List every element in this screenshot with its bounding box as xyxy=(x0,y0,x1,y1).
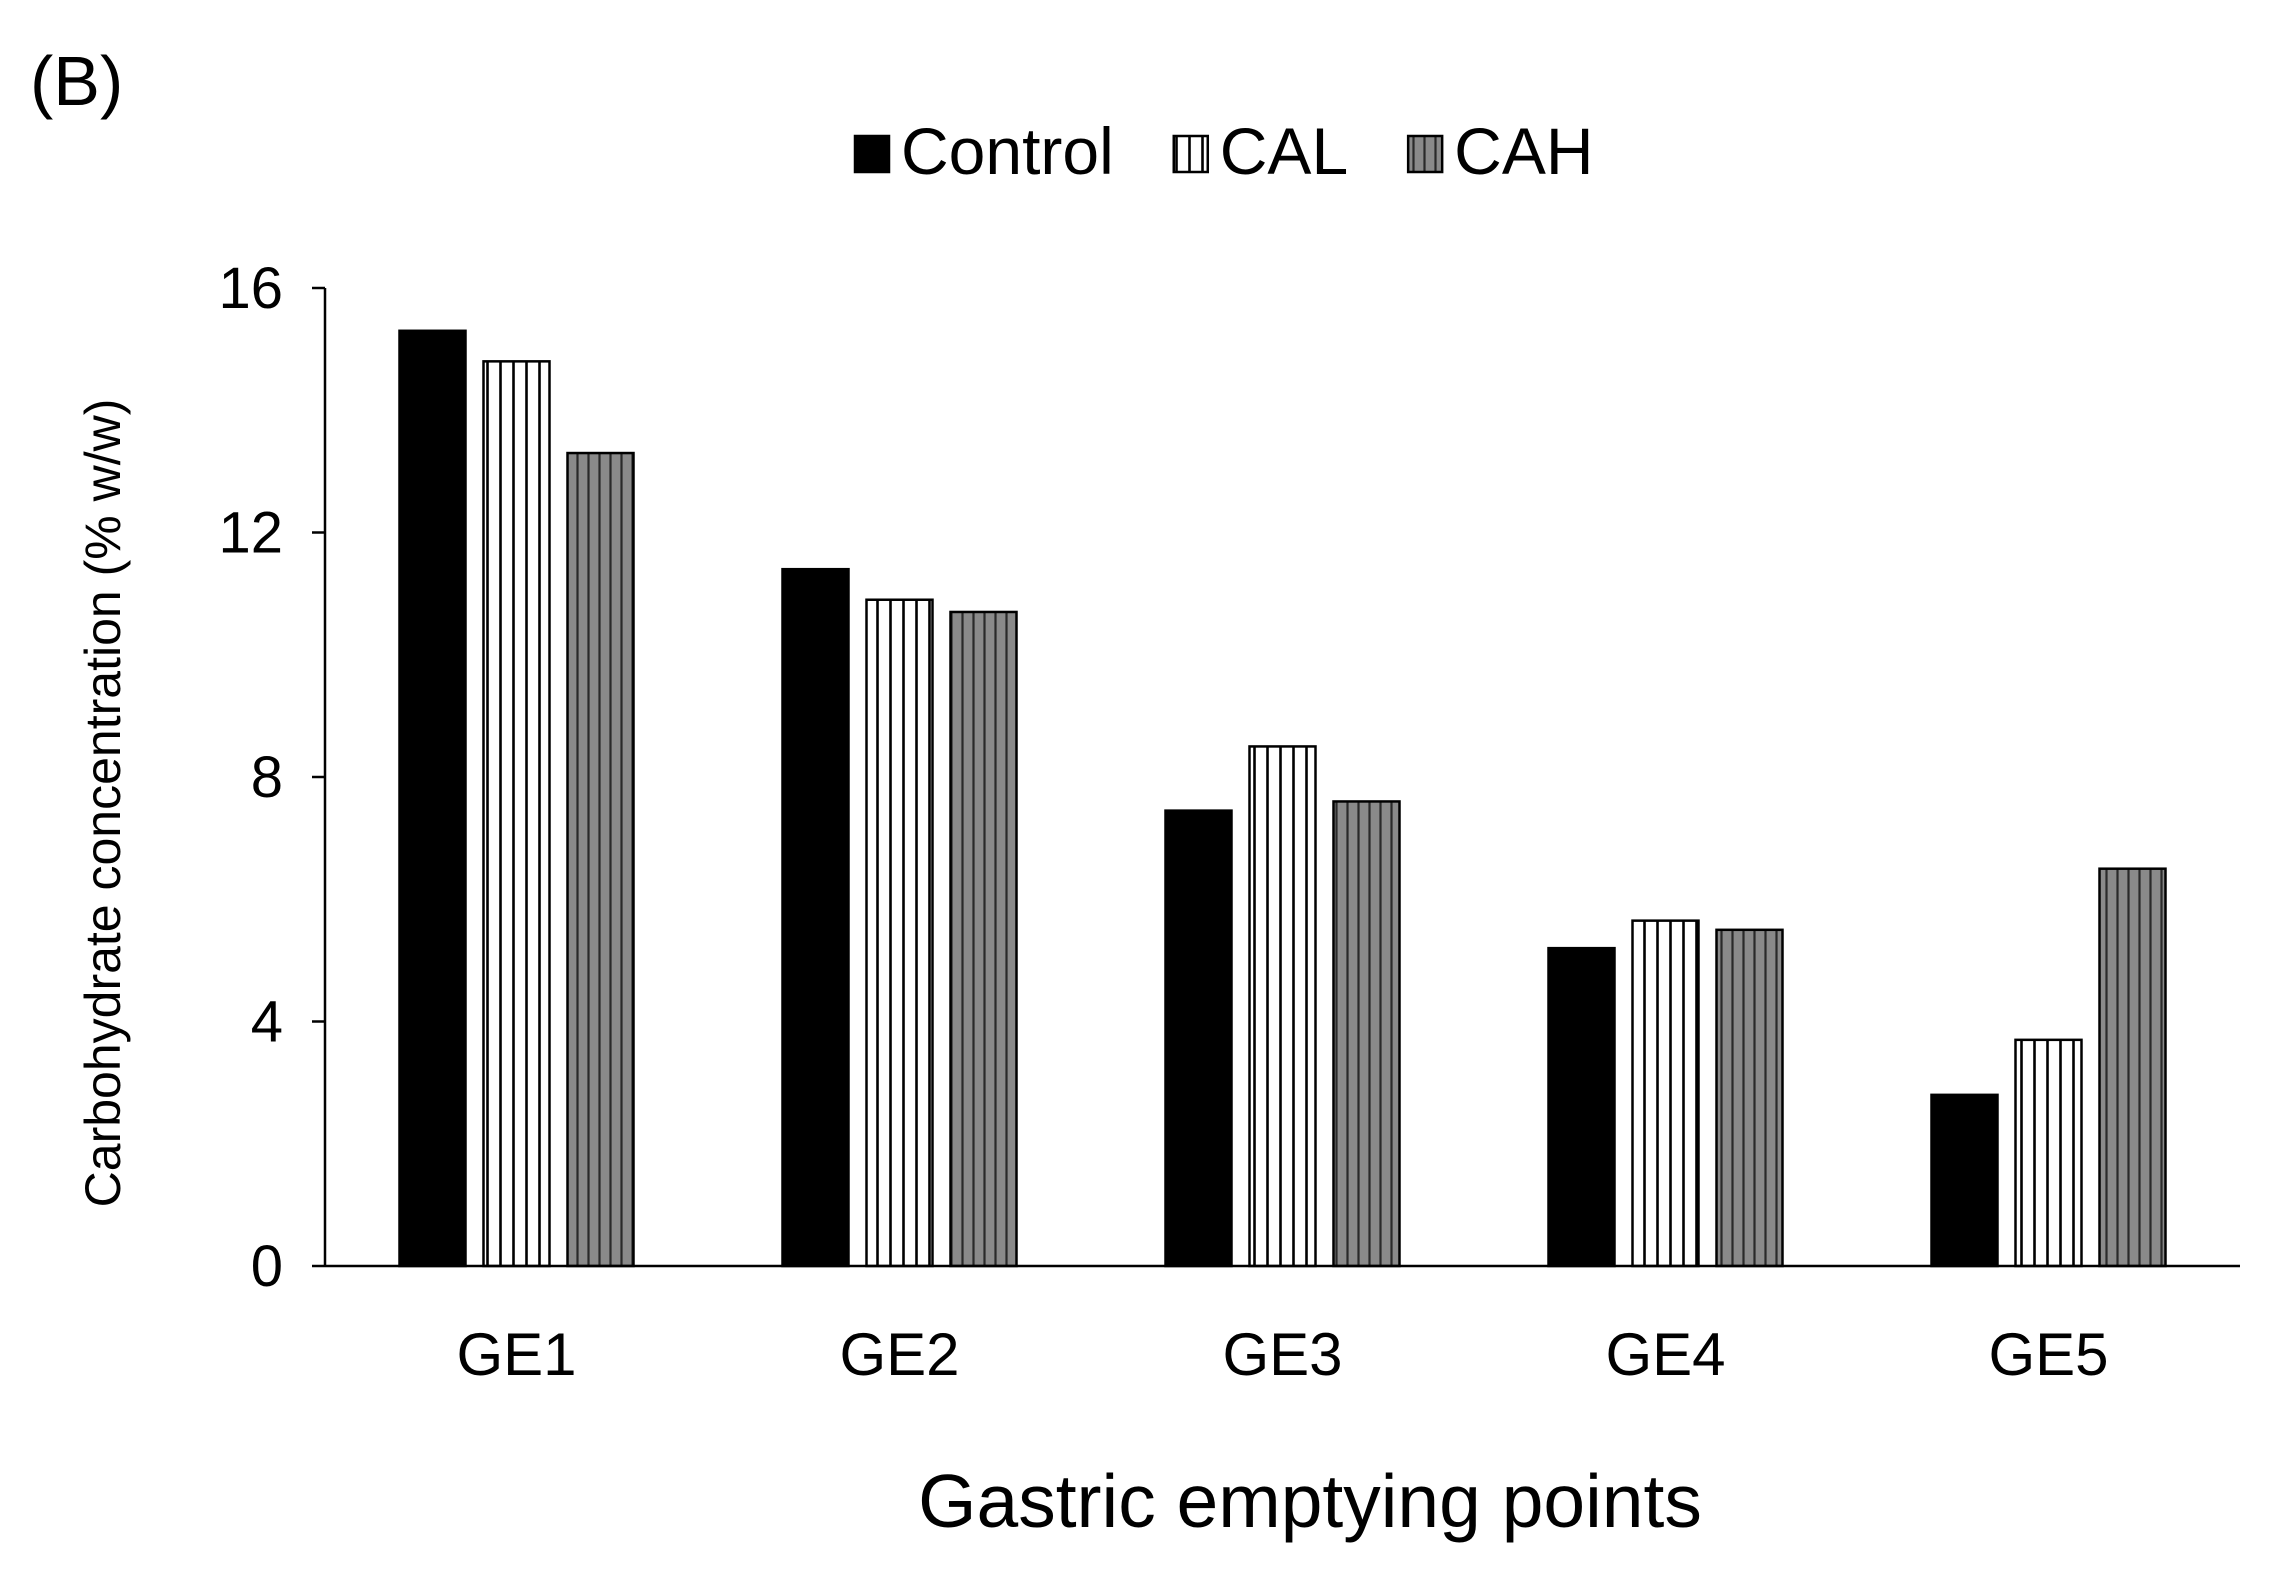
panel-label: (B) xyxy=(30,42,123,120)
bar-cah-ge5 xyxy=(2098,867,2167,1268)
x-axis-title: Gastric emptying points xyxy=(918,1459,1702,1543)
bar-cah-ge2 xyxy=(949,610,1018,1268)
y-tick-label: 4 xyxy=(251,990,283,1055)
x-axis: GE1 GE2 GE3 GE4 GE5 xyxy=(325,1264,2240,1388)
y-tick-label: 12 xyxy=(218,501,283,566)
legend-label-control: Control xyxy=(901,114,1114,188)
legend: Control CAL CAH xyxy=(853,114,1594,188)
bar-control-ge5 xyxy=(1930,1093,1999,1268)
bar-cal-ge5 xyxy=(2014,1038,2083,1268)
x-tick-label: GE5 xyxy=(1988,1321,2108,1388)
legend-label-cal: CAL xyxy=(1220,114,1348,188)
y-axis: 0 4 8 12 16 xyxy=(218,256,327,1299)
legend-swatch-cal xyxy=(1172,134,1210,174)
x-tick-label: GE2 xyxy=(839,1321,959,1388)
bar-cal-ge3 xyxy=(1248,745,1317,1268)
x-tick-label: GE3 xyxy=(1222,1321,1342,1388)
bar-cah-ge3 xyxy=(1332,800,1401,1268)
legend-swatch-cah xyxy=(1406,134,1444,174)
y-axis-title: Carbohydrate concentration (% w/w) xyxy=(75,399,131,1208)
bar-control-ge2 xyxy=(781,567,850,1268)
bar-control-ge4 xyxy=(1547,946,1616,1268)
x-tick-label: GE1 xyxy=(456,1321,576,1388)
legend-label-cah: CAH xyxy=(1454,114,1593,188)
bar-cah-ge4 xyxy=(1715,928,1784,1268)
y-tick-label: 8 xyxy=(251,745,283,810)
bar-control-ge3 xyxy=(1164,809,1233,1268)
y-tick-label: 0 xyxy=(251,1234,283,1299)
bars xyxy=(398,329,2167,1268)
legend-swatch-control xyxy=(853,134,891,174)
bar-cal-ge4 xyxy=(1631,919,1700,1268)
y-tick-label: 16 xyxy=(218,256,283,321)
bar-cah-ge1 xyxy=(566,451,635,1268)
x-tick-label: GE4 xyxy=(1605,1321,1725,1388)
bar-control-ge1 xyxy=(398,329,467,1268)
bar-cal-ge1 xyxy=(482,360,551,1268)
bar-cal-ge2 xyxy=(865,598,934,1268)
